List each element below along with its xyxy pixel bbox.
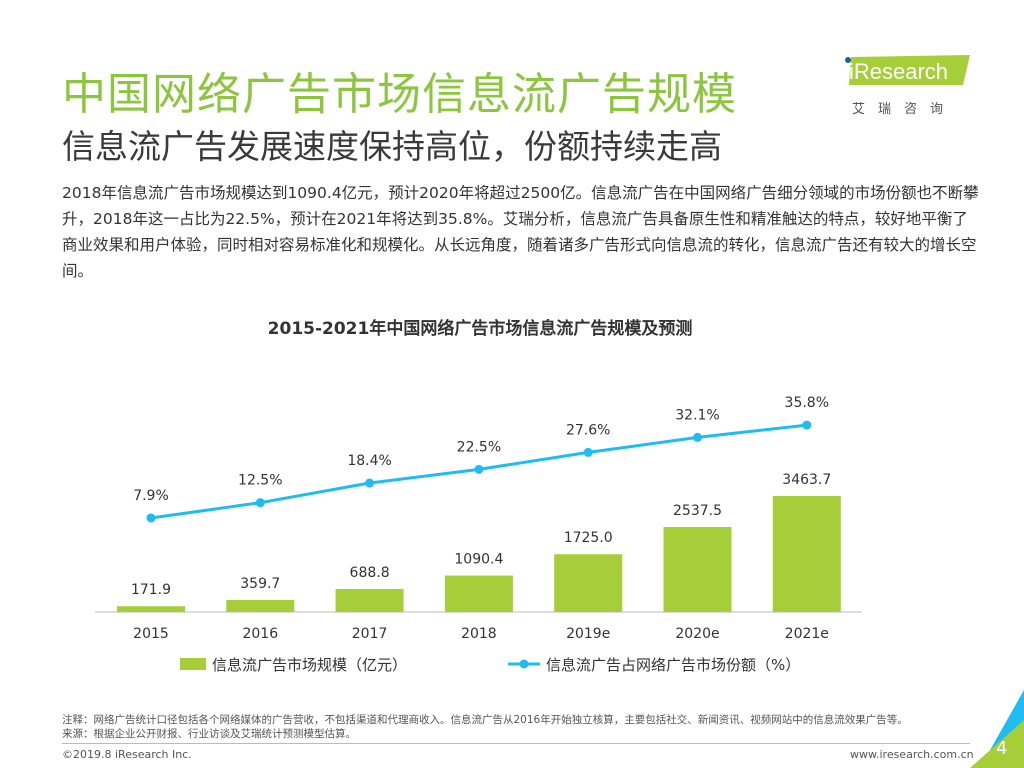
bar-label: 1090.4 <box>454 551 503 567</box>
share-label: 27.6% <box>566 422 610 438</box>
corner-decoration <box>970 690 1024 768</box>
bar-2017 <box>335 588 404 612</box>
share-label: 12.5% <box>238 473 282 489</box>
share-label: 32.1% <box>675 407 719 423</box>
logo-text: iResearch <box>849 59 948 84</box>
description: 2018年信息流广告市场规模达到1090.4亿元，预计2020年将超过2500亿… <box>62 184 979 280</box>
share-label: 35.8% <box>785 395 829 411</box>
website-url: www.iresearch.com.cn <box>850 748 974 761</box>
share-point-2021e <box>802 420 812 430</box>
share-point-2018 <box>474 464 484 474</box>
bar-label: 688.8 <box>350 565 390 581</box>
share-point-2016 <box>255 498 265 508</box>
share-point-2015 <box>146 513 156 523</box>
legend-bar-label: 信息流广告市场规模（亿元） <box>212 656 407 674</box>
x-tick-label: 2019e <box>566 626 610 642</box>
share-point-2020e <box>693 432 702 442</box>
iresearch-logo: iResearch <box>845 55 970 85</box>
share-label: 7.9% <box>133 488 169 504</box>
share-point-2019e <box>583 447 593 457</box>
divider <box>62 743 970 744</box>
bar-2019e <box>554 554 623 612</box>
copyright: ©2019.8 iResearch Inc. <box>62 748 192 761</box>
bar-2020e <box>663 527 732 612</box>
source: 来源：根据企业公开财报、行业访谈及艾瑞统计预测模型估算。 <box>62 728 356 740</box>
legend-line-marker <box>519 659 529 669</box>
bar-label: 359.7 <box>240 576 280 592</box>
x-tick-label: 2020e <box>675 626 719 642</box>
legend-line-label: 信息流广告占网络广告市场份额（%） <box>546 656 800 674</box>
bar-2021e <box>772 496 841 612</box>
bar-2015 <box>117 606 185 612</box>
share-point-2017 <box>365 478 375 488</box>
x-tick-label: 2015 <box>133 626 169 642</box>
bar-2018 <box>444 575 513 612</box>
share-label: 22.5% <box>457 439 501 455</box>
share-label: 18.4% <box>347 453 391 469</box>
bar-label: 1725.0 <box>564 530 613 546</box>
bar-label: 171.9 <box>131 582 171 598</box>
x-tick-label: 2016 <box>242 626 278 642</box>
footnote: 注释：网络广告统计口径包括各个网络媒体的广告营收，不包括渠道和代理商收入。信息流… <box>62 714 908 726</box>
x-tick-label: 2021e <box>785 626 829 642</box>
page-number: 4 <box>996 738 1008 759</box>
x-tick-label: 2018 <box>461 626 497 642</box>
page-subtitle: 信息流广告发展速度保持高位，份额持续走高 <box>62 127 722 166</box>
page-title: 中国网络广告市场信息流广告规模 <box>62 69 737 120</box>
chart: 171.9 2015 359.7 2016 688.8 2017 1090.4 2018 172… <box>95 395 862 674</box>
bar-2016 <box>226 599 295 612</box>
logo-cn: 艾瑞咨询 <box>852 102 957 117</box>
bar-label: 3463.7 <box>782 472 831 488</box>
bar-label: 2537.5 <box>673 503 722 519</box>
legend-bar-swatch <box>180 658 206 670</box>
x-tick-label: 2017 <box>352 626 388 642</box>
chart-title: 2015-2021年中国网络广告市场信息流广告规模及预测 <box>267 319 693 339</box>
